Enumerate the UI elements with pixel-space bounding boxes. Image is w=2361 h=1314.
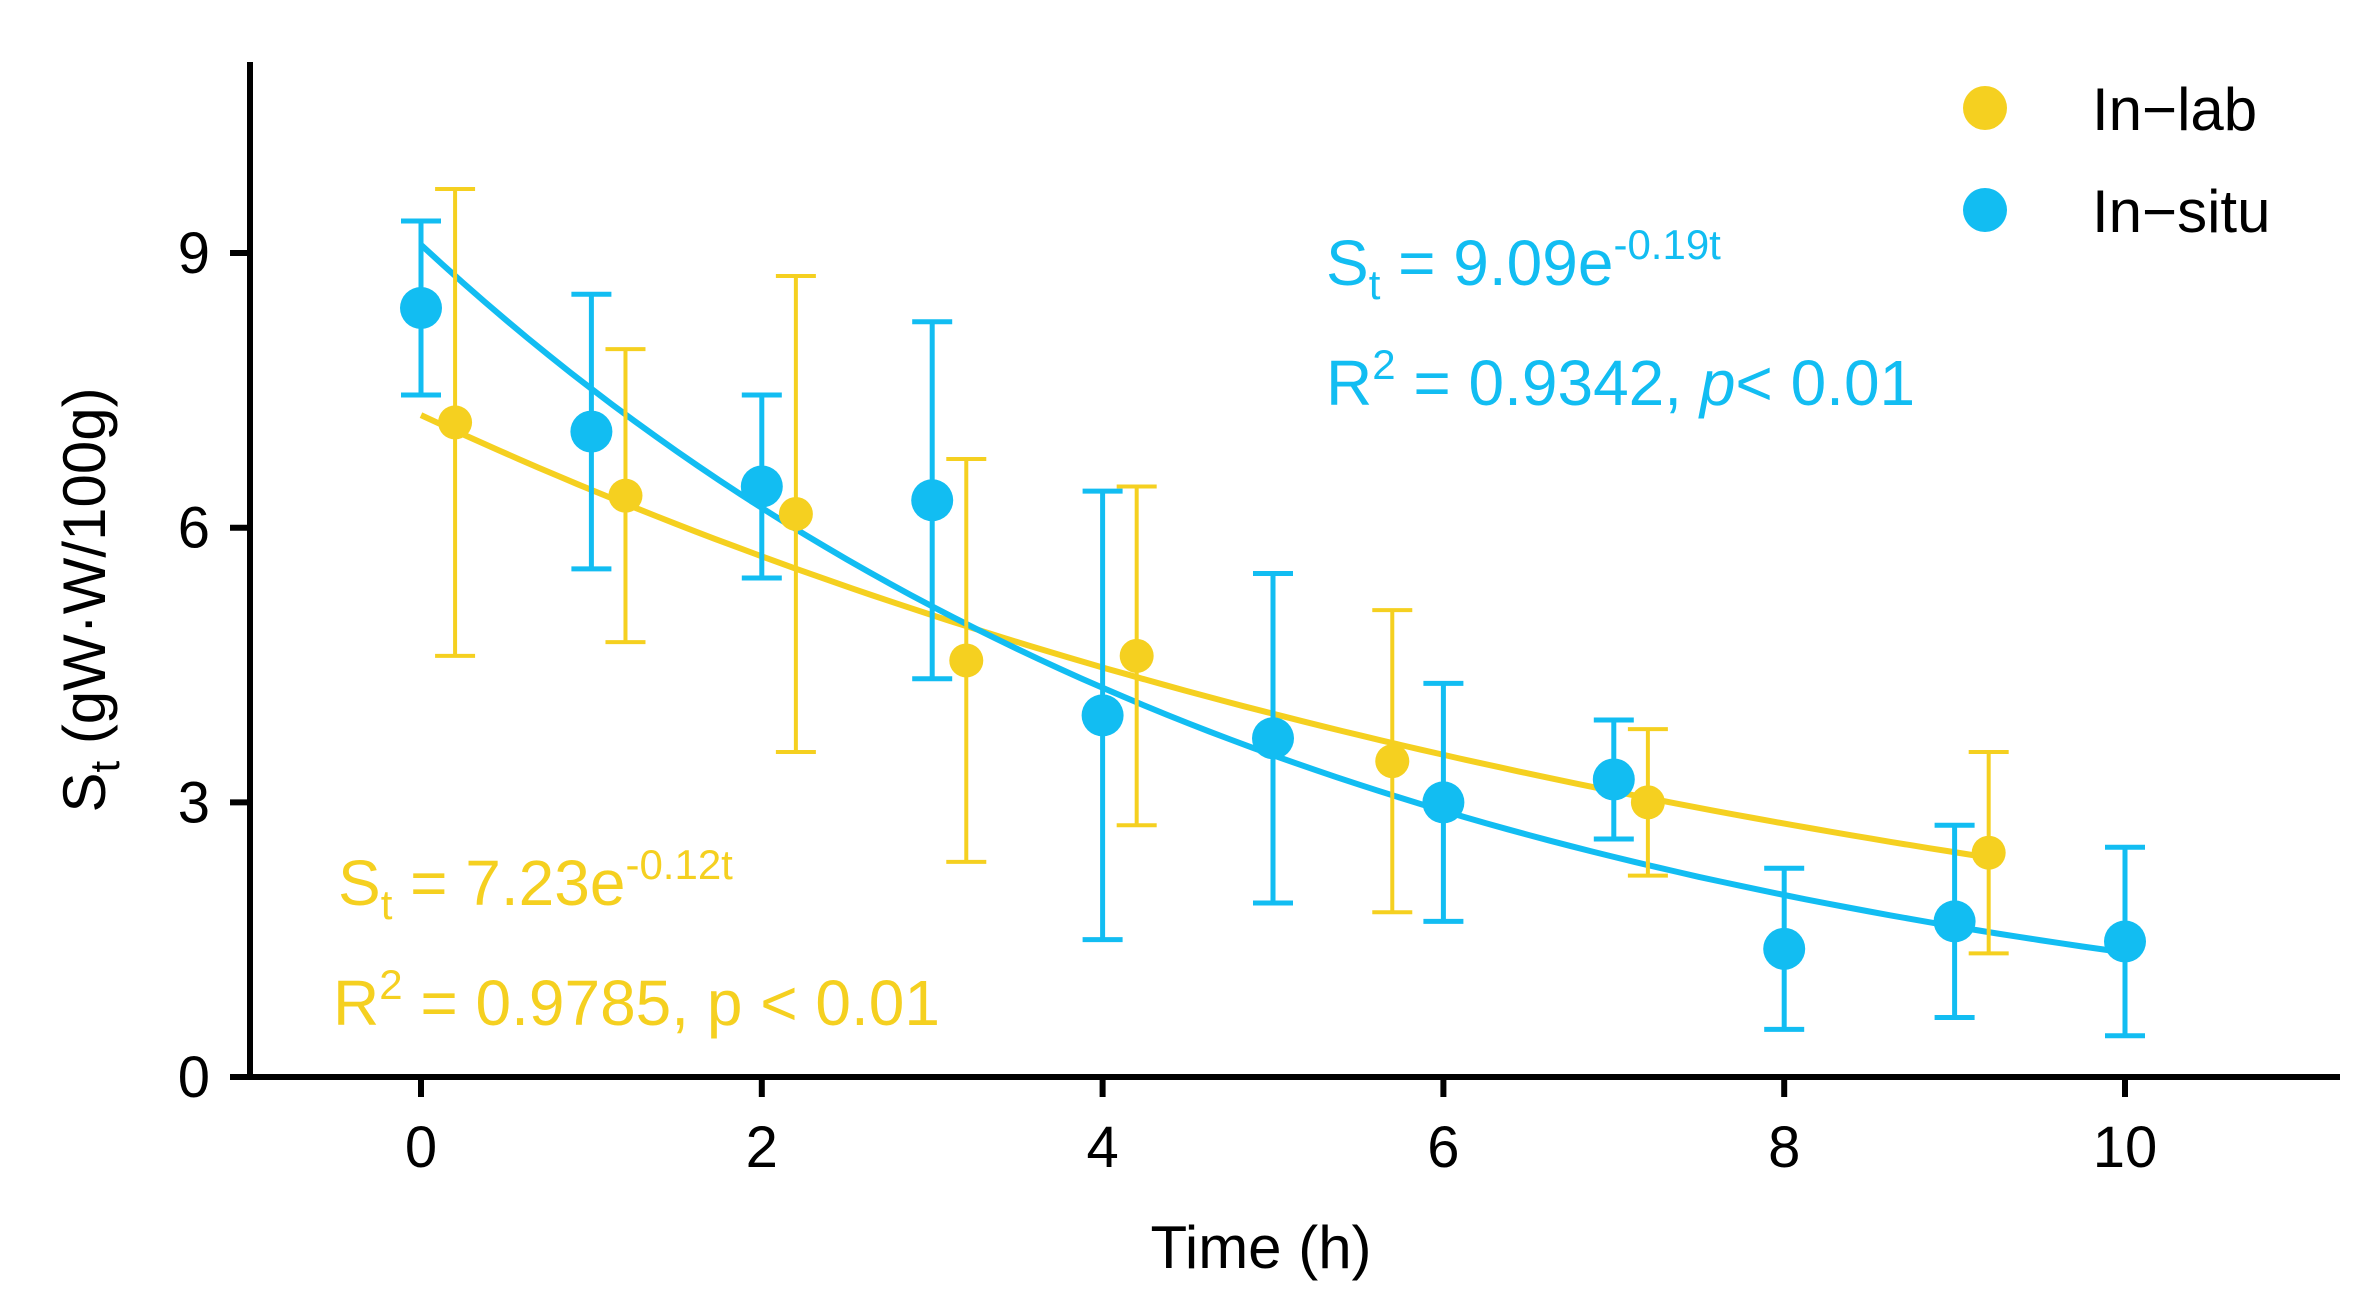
in-lab-data-point	[949, 643, 984, 678]
x-axis-title: Time (h)	[1150, 1214, 1371, 1281]
in-situ-data-point	[740, 465, 783, 508]
in-situ-stats: R2 = 0.9342, p< 0.01	[1326, 341, 1915, 419]
y-ticks: 0 3 6 9	[178, 221, 250, 1110]
x-tick-label-4: 4	[1086, 1115, 1118, 1180]
in-situ-data-point	[1422, 781, 1465, 824]
in-lab-data-point	[608, 478, 643, 513]
in-situ-data-point	[1933, 900, 1976, 943]
in-lab-stats: R2 = 0.9785, p < 0.01	[333, 961, 940, 1039]
in-lab-data-point	[438, 405, 473, 440]
in-situ-data-point	[1592, 758, 1635, 801]
in-lab-data-point	[1375, 744, 1410, 779]
in-situ-data-point	[570, 410, 613, 453]
in-situ-data-point	[400, 286, 442, 329]
x-tick-label-10: 10	[2093, 1115, 2158, 1180]
legend-marker-in-lab	[1963, 86, 2007, 130]
in-situ-data-point	[2104, 920, 2146, 963]
y-tick-label-9: 9	[178, 221, 210, 286]
plot-area	[400, 186, 2146, 1039]
legend: In−lab In−situ	[1963, 76, 2270, 245]
y-axis-title: St (gW·W/100g)	[51, 387, 128, 812]
legend-label-in-lab: In−lab	[2092, 76, 2257, 143]
in-situ-equation: St = 9.09e-0.19t	[1326, 221, 1721, 308]
x-tick-label-8: 8	[1768, 1115, 1800, 1180]
y-tick-label-0: 0	[178, 1045, 210, 1110]
in-lab-equation: St = 7.23e-0.12t	[338, 841, 733, 928]
x-tick-label-6: 6	[1427, 1115, 1459, 1180]
legend-label-in-situ: In−situ	[2092, 178, 2270, 245]
x-tick-label-0: 0	[405, 1115, 437, 1180]
x-ticks: 0 2 4 6 8 10	[405, 1077, 2157, 1180]
in-lab-data-point	[1119, 638, 1154, 673]
in-lab-data-point	[1630, 785, 1665, 820]
in-situ-data-point	[1763, 927, 1806, 970]
in-lab-data-point	[1971, 835, 2006, 870]
in-situ-data-point	[911, 479, 954, 522]
x-tick-label-2: 2	[746, 1115, 778, 1180]
in-situ-data-point	[1252, 717, 1294, 760]
in-lab-fit-curve	[419, 412, 1990, 861]
legend-marker-in-situ	[1963, 188, 2007, 232]
y-tick-label-3: 3	[178, 770, 210, 835]
in-situ-data-point	[1081, 694, 1124, 737]
in-lab-data-point	[778, 496, 813, 531]
y-tick-label-6: 6	[178, 496, 210, 561]
